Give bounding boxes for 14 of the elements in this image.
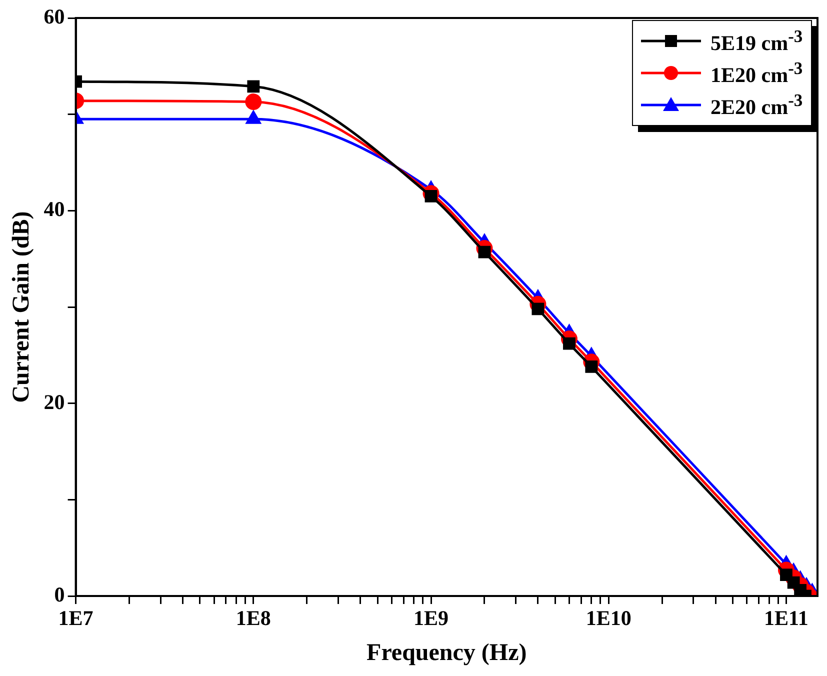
legend-label: 1E20 cm$^{-3}$ xyxy=(710,58,803,88)
y-axis-title: Current Gain (dB) xyxy=(8,211,35,403)
y-tick-label: 20 xyxy=(44,390,65,414)
x-axis-title: Frequency (Hz) xyxy=(366,640,527,666)
x-tick-label: 1E8 xyxy=(236,606,271,630)
x-tick-label: 1E11 xyxy=(764,606,808,630)
legend-label: 2E20 cm$^{-3}$ xyxy=(710,90,803,120)
y-tick-label: 40 xyxy=(44,197,65,222)
y-tick-label: 0 xyxy=(54,582,65,606)
x-tick-label: 1E9 xyxy=(414,606,449,630)
legend-label: 5E19 cm$^{-3}$ xyxy=(710,26,803,56)
x-tick-label: 1E7 xyxy=(58,606,94,630)
y-tick-label: 60 xyxy=(44,4,65,28)
x-tick-label: 1E10 xyxy=(586,606,632,630)
